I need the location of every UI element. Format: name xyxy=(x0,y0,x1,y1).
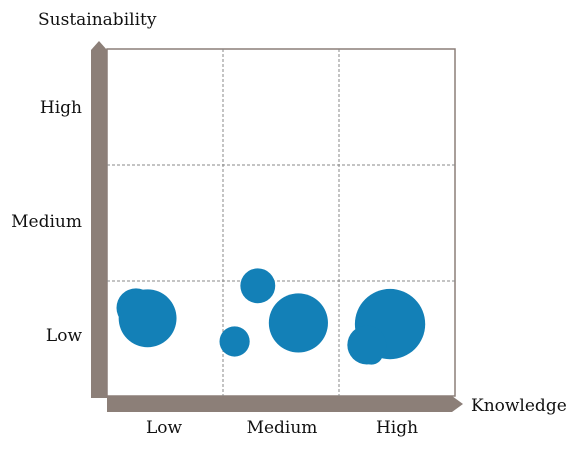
x-axis-title: Knowledge xyxy=(471,396,567,416)
plot-frame xyxy=(106,48,456,397)
x-tick-high: High xyxy=(375,418,419,438)
bubble-8 xyxy=(347,325,387,365)
x-axis-arrow xyxy=(107,396,463,412)
bubble-2 xyxy=(268,293,328,353)
y-tick-medium: Medium xyxy=(11,212,82,232)
bubble-7 xyxy=(219,326,250,357)
y-axis-arrow xyxy=(91,41,107,398)
x-tick-low: Low xyxy=(145,418,183,438)
bubble-5 xyxy=(240,268,276,304)
y-axis-title: Sustainability xyxy=(38,10,157,30)
bubble-4 xyxy=(118,289,177,348)
y-tick-low: Low xyxy=(45,326,82,346)
y-tick-high: High xyxy=(39,98,82,118)
x-tick-medium: Medium xyxy=(246,418,318,438)
